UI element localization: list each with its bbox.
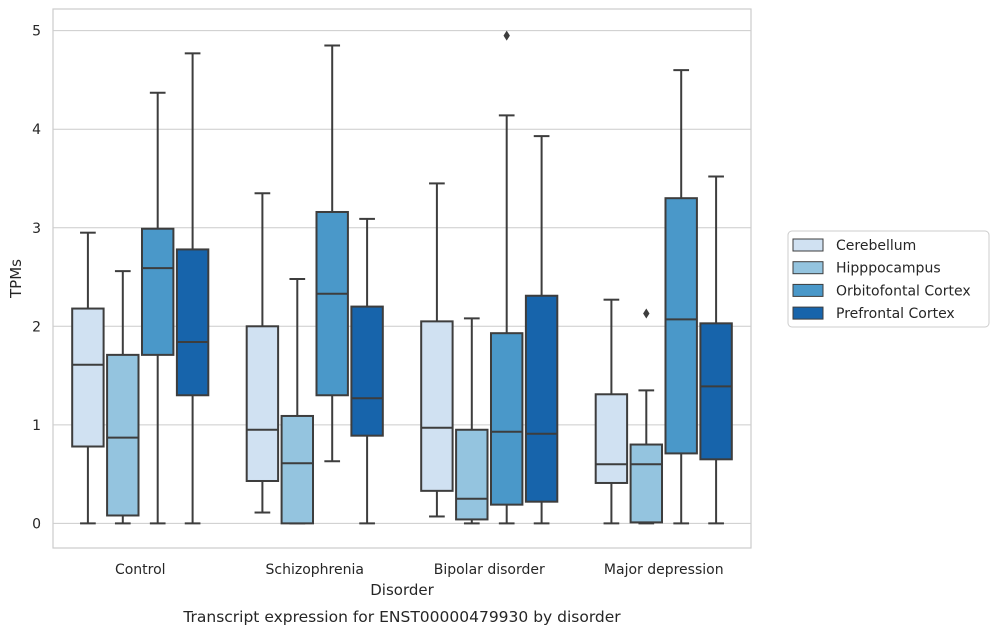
box-hipppocampus-major-depression — [629, 308, 664, 525]
box-body — [455, 428, 489, 521]
y-tick-label: 5 — [32, 24, 41, 40]
box-prefrontal-cortex-major-depression — [699, 175, 733, 525]
legend-swatch — [792, 306, 824, 320]
box-prefrontal-cortex-control — [175, 52, 210, 525]
box-body — [664, 197, 698, 455]
box-cerebellum-schizophrenia — [245, 192, 280, 514]
box-orbitofontal-cortex-control — [140, 91, 175, 525]
box-prefrontal-cortex-schizophrenia — [350, 217, 384, 525]
y-axis-label: TPMs — [7, 259, 25, 299]
y-tick-label: 3 — [32, 221, 41, 237]
box-orbitofontal-cortex-major-depression — [664, 69, 698, 525]
box-hipppocampus-control — [106, 270, 140, 525]
y-tick-label: 1 — [32, 418, 41, 434]
y-tick-label: 2 — [32, 319, 41, 335]
box-series — [71, 30, 733, 525]
box-body — [71, 307, 105, 448]
x-axis-label: Disorder — [370, 581, 434, 599]
box-body — [140, 227, 175, 356]
legend-swatch — [792, 238, 824, 252]
legend-label: Orbitofontal Cortex — [836, 283, 971, 299]
box-hipppocampus-schizophrenia — [280, 277, 315, 525]
outlier-point — [643, 308, 650, 319]
box-body — [489, 332, 524, 506]
legend-swatch — [792, 261, 824, 275]
y-tick-label: 4 — [32, 122, 41, 138]
legend-label: Prefrontal Cortex — [836, 306, 955, 322]
box-body — [280, 414, 315, 525]
x-tick-label: Control — [115, 562, 166, 578]
legend-swatch — [792, 283, 824, 297]
legend-label: Hipppocampus — [836, 261, 941, 277]
box-body — [350, 305, 384, 437]
outlier-point — [503, 30, 510, 41]
box-body — [594, 393, 629, 484]
box-body — [245, 325, 280, 482]
box-orbitofontal-cortex-bipolar-disorder — [489, 30, 524, 525]
box-body — [699, 322, 733, 461]
legend-frame — [787, 230, 990, 328]
box-body — [629, 443, 664, 524]
box-orbitofontal-cortex-schizophrenia — [315, 44, 349, 463]
y-axis-ticks: 0 1 2 3 4 5 — [32, 24, 41, 533]
box-body — [420, 320, 454, 492]
legend: Cerebellum Hipppocampus Orbitofontal Corte… — [787, 230, 990, 328]
chart-caption: Transcript expression for ENST0000047993… — [182, 608, 621, 626]
box-body — [106, 353, 140, 517]
box-hipppocampus-bipolar-disorder — [455, 317, 489, 525]
legend-label: Cerebellum — [836, 238, 916, 254]
box-prefrontal-cortex-bipolar-disorder — [524, 135, 559, 525]
box-cerebellum-control — [71, 231, 105, 525]
x-axis-ticks: Control Schizophrenia Bipolar disorder Majo… — [115, 562, 724, 578]
x-tick-label: Schizophrenia — [266, 562, 364, 578]
box-body — [175, 248, 210, 397]
y-tick-label: 0 — [32, 516, 41, 532]
box-body — [315, 210, 349, 397]
box-body — [524, 294, 559, 503]
box-cerebellum-bipolar-disorder — [420, 182, 454, 518]
x-tick-label: Bipolar disorder — [434, 562, 545, 578]
x-tick-label: Major depression — [604, 562, 724, 578]
box-cerebellum-major-depression — [594, 298, 629, 525]
